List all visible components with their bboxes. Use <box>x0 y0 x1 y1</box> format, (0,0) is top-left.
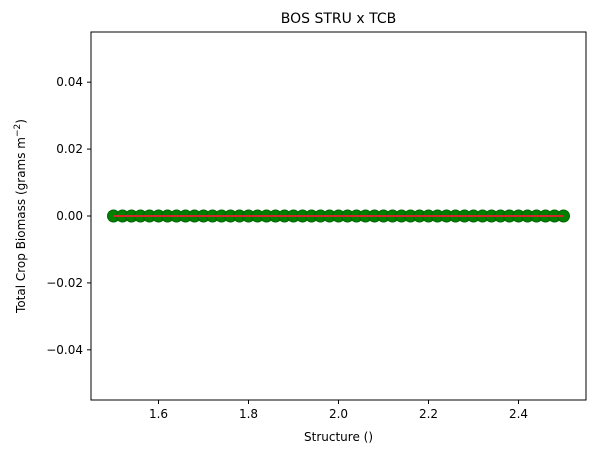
y-axis-label: Total Crop Biomass (grams m−2) <box>13 119 28 314</box>
y-tick-label: −0.04 <box>46 343 83 357</box>
x-tick-label: 1.6 <box>149 407 168 421</box>
y-tick-label: 0.04 <box>56 75 83 89</box>
y-axis-label-close: ) <box>14 119 28 124</box>
chart-title: BOS STRU x TCB <box>281 11 396 27</box>
x-tick-label: 2.4 <box>509 407 528 421</box>
y-axis: −0.04 −0.02 0.00 0.02 0.04 <box>46 75 91 357</box>
x-tick-label: 2.0 <box>329 407 348 421</box>
y-axis-label-superscript: −2 <box>13 124 23 137</box>
x-tick-label: 1.8 <box>239 407 258 421</box>
x-axis-label: Structure () <box>304 430 373 444</box>
data-layer <box>107 209 570 223</box>
y-tick-label: 0.02 <box>56 142 83 156</box>
y-tick-label: 0.00 <box>56 209 83 223</box>
x-axis: 1.6 1.8 2.0 2.2 2.4 <box>149 400 528 421</box>
y-axis-label-main: Total Crop Biomass (grams m <box>14 137 28 314</box>
x-tick-label: 2.2 <box>419 407 438 421</box>
y-tick-label: −0.02 <box>46 276 83 290</box>
